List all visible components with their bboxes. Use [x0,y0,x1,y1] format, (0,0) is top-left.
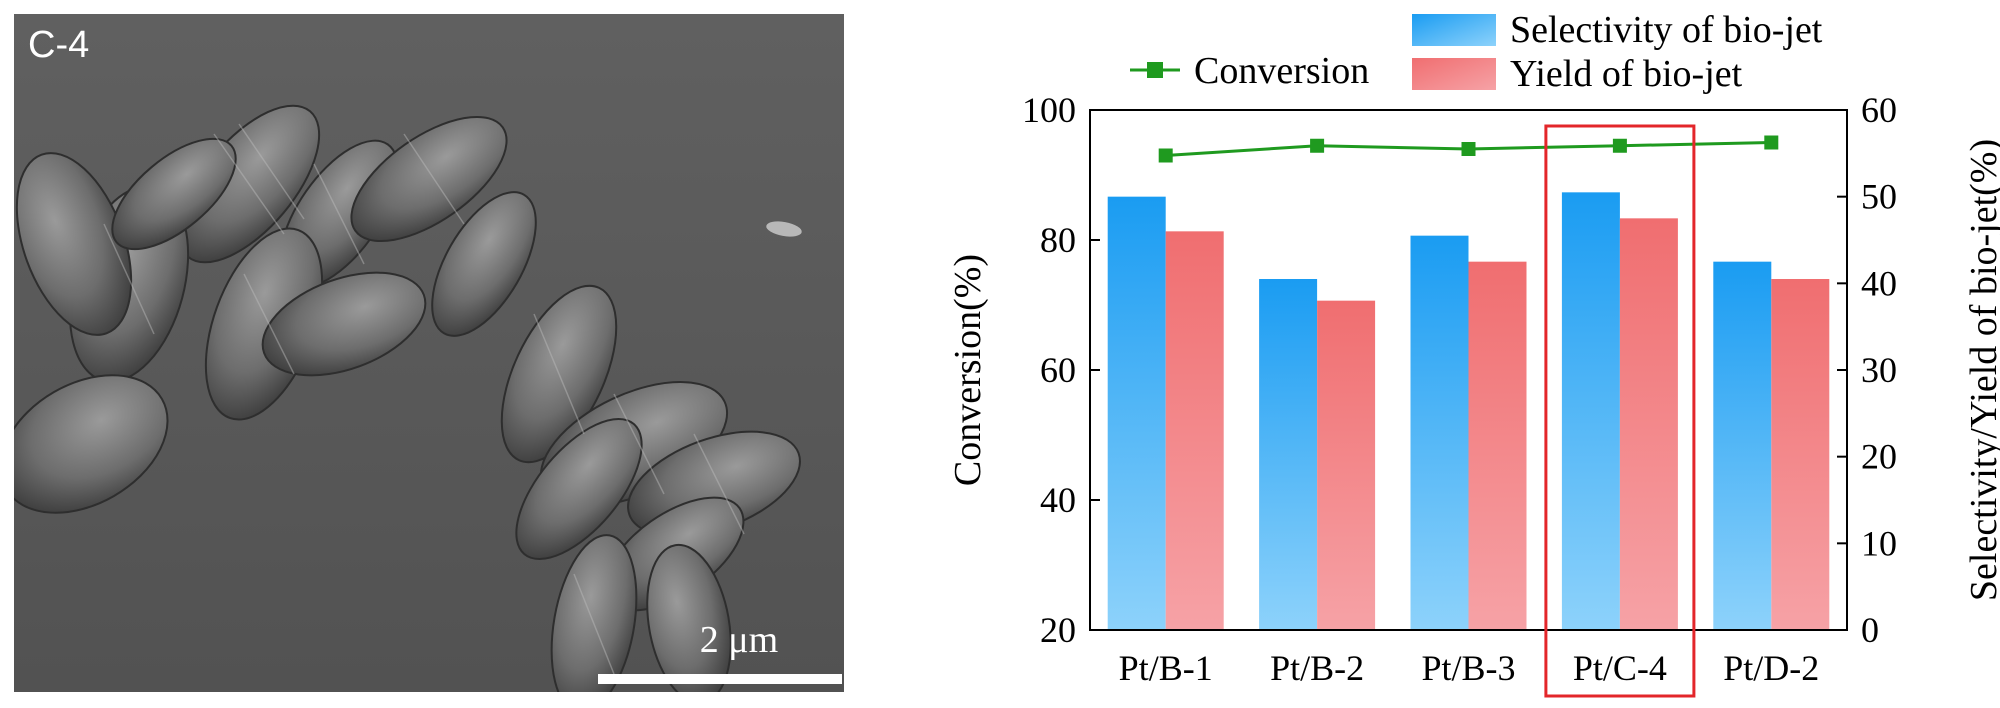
sem-particle-texture [14,14,844,692]
legend-yield-swatch [1412,58,1496,90]
conversion-point-2 [1461,142,1476,156]
right-tick-label-3: 30 [1861,350,1897,390]
x-tick-label-4: Pt/D-2 [1723,648,1819,688]
x-tick-label-0: Pt/B-1 [1119,648,1213,688]
right-tick-label-1: 10 [1861,523,1897,563]
legend-selectivity-label: Selectivity of bio-jet [1510,9,1823,51]
conversion-point-3 [1612,138,1627,153]
conversion-line-layer [1158,135,1779,163]
right-tick-label-0: 0 [1861,610,1879,650]
left-tick-label-3: 80 [1040,220,1076,260]
left-tick-label-2: 60 [1040,350,1076,390]
legend-yield-label: Yield of bio-jet [1510,53,1743,95]
legend-conversion-label: Conversion [1194,50,1369,92]
conversion-point-0 [1158,148,1173,163]
right-tick-label-5: 50 [1861,177,1897,217]
x-tick-label-1: Pt/B-2 [1270,648,1364,688]
highlight-box [1544,124,1696,698]
left-tick-label-4: 100 [1022,90,1076,130]
scale-bar-label: 2 μm [699,619,779,661]
sem-micrograph: C-4 2 μm [14,14,844,692]
bar-selectivity-3 [1561,192,1620,631]
right-tick-label-4: 40 [1861,263,1897,303]
legend-selectivity-swatch [1412,14,1496,46]
bar-selectivity-4 [1713,261,1772,630]
x-axis: Pt/B-1 Pt/B-2 Pt/B-3 Pt/C-4 Pt/D-2 [1119,648,1820,688]
left-tick-label-0: 20 [1040,610,1076,650]
bar-selectivity-1 [1259,279,1318,630]
sample-label: C-4 [28,24,90,66]
bar-yield-3 [1619,218,1678,631]
right-tick-label-2: 20 [1861,437,1897,477]
bar-selectivity-0 [1107,196,1166,630]
bars-layer [1107,192,1830,631]
right-axis: 0 10 20 30 40 50 60 [1837,90,1897,650]
bar-yield-0 [1165,231,1224,631]
legend-conversion-marker [1147,62,1163,78]
legend: Conversion Selectivity of bio-jet Yield … [1130,9,1823,95]
left-tick-label-1: 40 [1040,480,1076,520]
bar-selectivity-2 [1410,235,1469,630]
x-tick-label-2: Pt/B-3 [1421,648,1515,688]
conversion-point-1 [1310,138,1325,153]
x-tick-label-3: Pt/C-4 [1573,648,1667,688]
scale-bar [598,674,842,684]
left-axis: 20 40 60 80 100 [1022,90,1100,650]
bar-yield-2 [1468,261,1527,630]
conversion-point-4 [1764,135,1779,150]
right-tick-label-6: 60 [1861,90,1897,130]
bar-yield-4 [1771,279,1830,630]
bar-yield-1 [1317,300,1376,630]
right-axis-title: Selectivity/Yield of bio-jet(%) [1963,139,2000,601]
left-axis-title: Conversion(%) [947,254,989,486]
